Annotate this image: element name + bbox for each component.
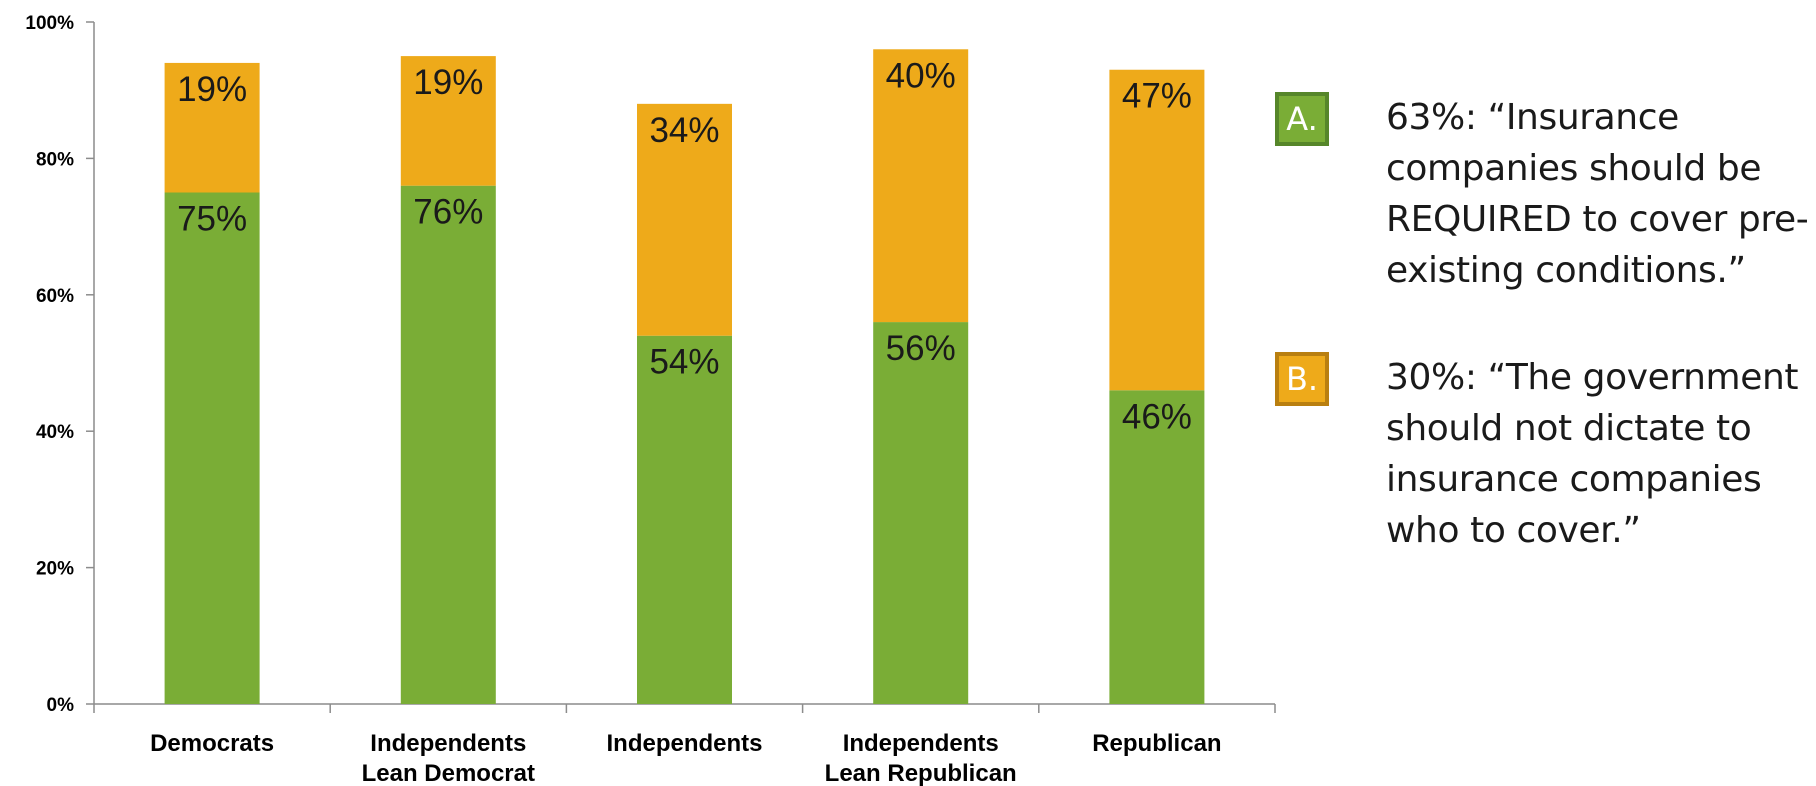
y-tick-label: 0%	[47, 695, 75, 716]
data-label-a: 46%	[1122, 397, 1192, 436]
data-label-a: 54%	[649, 343, 719, 382]
x-tick-label-line: Democrats	[150, 730, 274, 757]
x-tick-label-line: Independents	[606, 730, 762, 757]
data-label-b: 19%	[177, 70, 247, 109]
y-tick-label: 100%	[25, 13, 74, 34]
data-label-b: 40%	[886, 56, 956, 95]
bar-segment-a	[1109, 390, 1205, 704]
bar-segment-b	[637, 103, 732, 336]
x-tick-label-line: Lean Democrat	[362, 760, 535, 786]
data-label-b: 47%	[1122, 77, 1192, 116]
x-tick-label-line: Lean Republican	[825, 760, 1017, 786]
x-tick-label-line: Republican	[1092, 730, 1221, 757]
x-tick-label: Independents	[606, 730, 762, 757]
chart-bars	[164, 49, 1205, 704]
y-tick-label: 60%	[36, 286, 74, 307]
legend-text-b: 30%: “The government should not dictate …	[1386, 357, 1799, 551]
bar-segment-b	[400, 56, 496, 186]
legend-swatch-a: A.	[1275, 92, 1329, 146]
x-tick-label: Democrats	[150, 730, 274, 757]
y-tick-label: 20%	[36, 559, 74, 580]
bar-segment-a	[164, 192, 260, 704]
x-tick-label: Independents Lean Democrat	[362, 730, 535, 786]
bar-segment-a	[400, 185, 496, 704]
x-tick-label-line: Independents	[370, 730, 526, 757]
y-tick-label: 40%	[36, 422, 74, 443]
data-label-b: 34%	[649, 111, 719, 150]
legend-swatch-b: B.	[1275, 352, 1329, 406]
x-tick-label: Republican	[1092, 730, 1221, 757]
x-tick-label-line: Independents	[843, 730, 999, 757]
data-label-a: 56%	[886, 329, 956, 368]
data-label-a: 76%	[413, 193, 483, 232]
bar-segment-a	[637, 335, 732, 704]
x-tick-label: Independents Lean Republican	[825, 730, 1017, 786]
bar-segment-b	[164, 62, 260, 193]
chart-data-labels: 75% 19% 76% 19% 54% 34% 56% 40% 46% 47%	[177, 56, 1192, 436]
data-label-b: 19%	[413, 63, 483, 102]
bar-segment-b	[1109, 69, 1205, 391]
bar-segment-b	[873, 49, 969, 323]
data-label-a: 75%	[177, 200, 247, 239]
chart-axes: 0% 20% 40% 60% 80% 100% Democrats Independents L…	[25, 13, 1276, 786]
legend-text-a: 63%: “Insurance companies should be REQU…	[1386, 97, 1809, 291]
bar-segment-a	[873, 322, 969, 704]
y-tick-label: 80%	[36, 149, 74, 170]
